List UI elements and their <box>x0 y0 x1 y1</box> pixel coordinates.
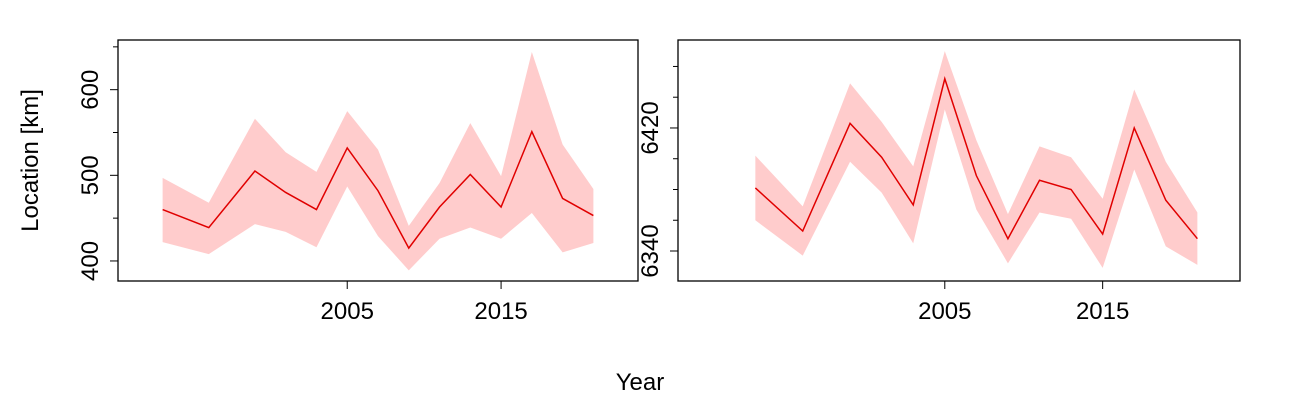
y-tick-label: 6340 <box>637 224 664 277</box>
y-tick-label: 600 <box>77 70 104 110</box>
confidence-band <box>162 51 594 271</box>
line <box>162 129 594 250</box>
x-tick-label: 2015 <box>474 298 527 325</box>
y-axis-label: Location [km] <box>17 89 44 232</box>
y-tick-label: 400 <box>77 241 104 281</box>
plot-frame <box>117 39 639 282</box>
y-tick-label: 500 <box>77 155 104 195</box>
x-tick-label: 2005 <box>321 298 374 325</box>
x-tick-label: 2005 <box>918 298 971 325</box>
line <box>754 76 1198 241</box>
plot-frame <box>677 39 1241 282</box>
y-tick-label: 6420 <box>637 101 664 154</box>
x-tick-label: 2015 <box>1076 298 1129 325</box>
x-axis-label: Year <box>616 369 665 396</box>
confidence-band <box>755 51 1198 268</box>
